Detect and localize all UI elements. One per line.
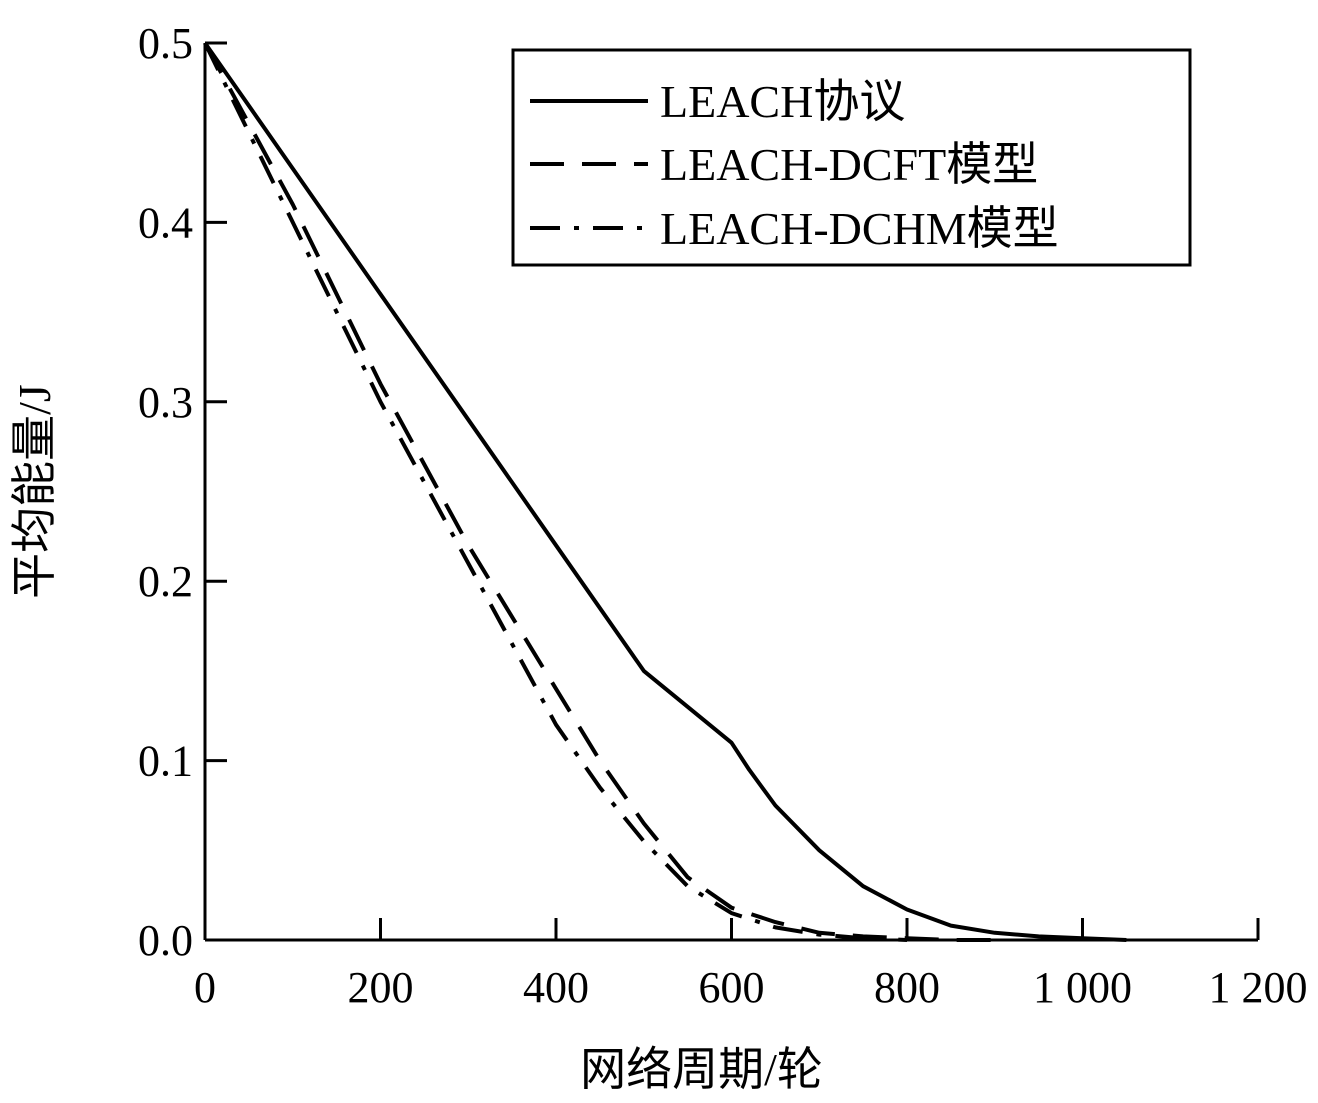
x-tick-label: 600 xyxy=(699,963,765,1012)
legend-label: LEACH-DCFT模型 xyxy=(660,139,1038,190)
legend-label: LEACH协议 xyxy=(660,76,905,127)
x-tick-label: 1 200 xyxy=(1209,963,1308,1012)
y-tick-label: 0.2 xyxy=(138,557,193,606)
y-tick-label: 0.3 xyxy=(138,378,193,427)
series-line-3 xyxy=(203,42,908,942)
x-tick-label: 800 xyxy=(874,963,940,1012)
series-line-1 xyxy=(203,41,1127,942)
legend: LEACH协议 LEACH-DCFT模型 LEACH-DCHM模型 xyxy=(511,48,1192,267)
y-axis-label: 平均能量/J xyxy=(9,384,60,599)
x-axis-label: 网络周期/轮 xyxy=(580,1044,823,1095)
x-tick-label: 200 xyxy=(348,963,414,1012)
y-tick-label: 0.0 xyxy=(138,916,193,965)
y-tick-label: 0.1 xyxy=(138,737,193,786)
series-line-2 xyxy=(203,42,995,942)
x-tick-label: 1 000 xyxy=(1033,963,1132,1012)
x-tick-label: 0 xyxy=(194,963,216,1012)
legend-box xyxy=(511,48,1192,267)
series-group xyxy=(203,41,1127,942)
axes: 0 200 400 600 800 1 000 1 200 0.0 0.1 0.2 0.3 0.4 0.… xyxy=(138,19,1308,1012)
y-tick-label: 0.4 xyxy=(138,198,193,247)
y-tick-label: 0.5 xyxy=(138,19,193,68)
legend-label: LEACH-DCHM模型 xyxy=(660,203,1059,254)
x-tick-label: 400 xyxy=(523,963,589,1012)
